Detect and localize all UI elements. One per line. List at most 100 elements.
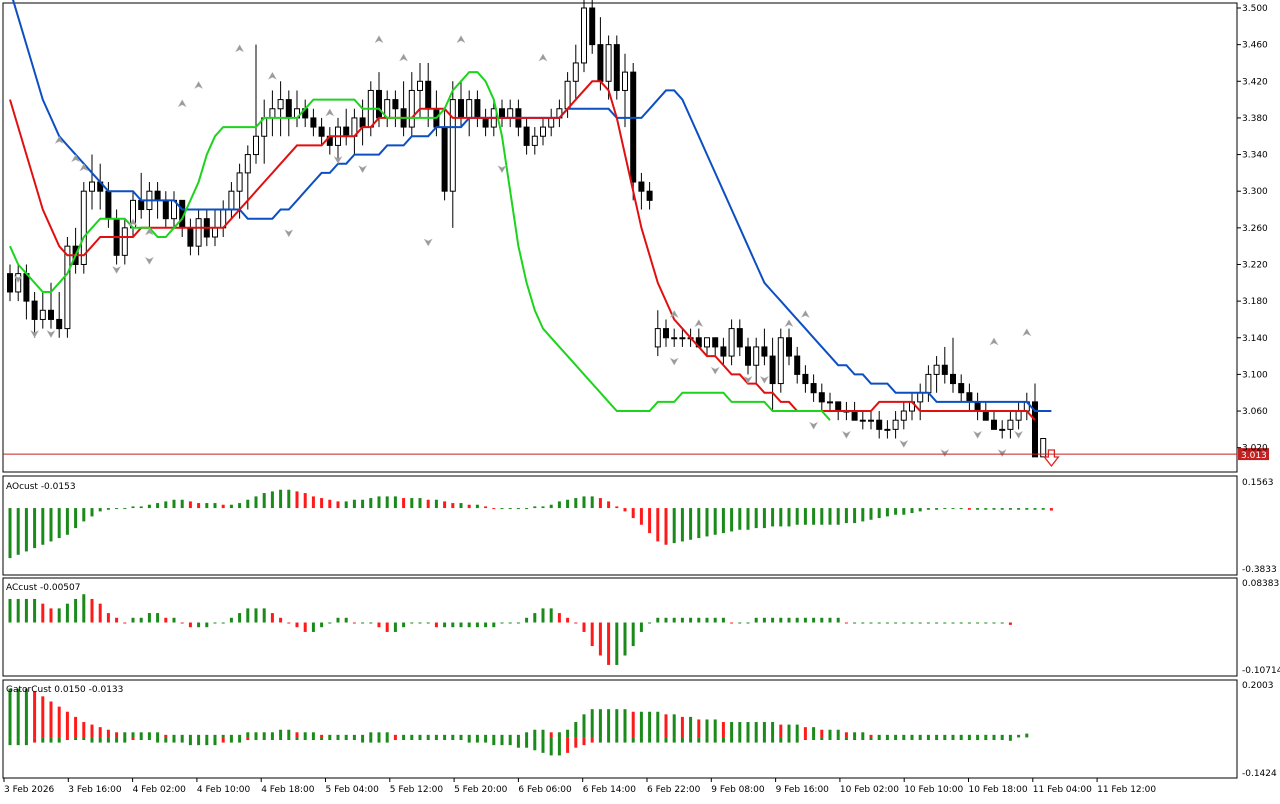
gator-lower-bar <box>828 737 832 741</box>
gator-lower-bar <box>598 737 602 743</box>
gator-lower-bar <box>369 737 373 743</box>
gator-upper-bar <box>115 732 119 738</box>
candle-body <box>597 44 604 82</box>
histogram-bar <box>402 622 406 628</box>
candle-body <box>638 181 645 192</box>
gator-lower-bar <box>65 737 69 741</box>
gator-upper-bar <box>803 727 807 738</box>
candle-body <box>884 428 891 431</box>
histogram-bar <box>287 622 291 624</box>
histogram-bar <box>639 508 643 525</box>
x-tick-label: 10 Feb 10:00 <box>904 785 963 795</box>
candle <box>449 81 456 228</box>
candle <box>244 145 251 210</box>
histogram-bar <box>254 608 258 623</box>
histogram-bar <box>656 508 660 542</box>
histogram-bar <box>238 613 242 623</box>
candle-body <box>810 383 817 394</box>
gator-upper-bar <box>1017 734 1021 738</box>
candle <box>720 337 727 366</box>
histogram-bar <box>656 617 660 623</box>
candle-body <box>359 117 366 128</box>
histogram-bar <box>90 598 94 623</box>
histogram-bar <box>115 508 119 510</box>
histogram-bar <box>41 603 45 623</box>
histogram-bar <box>131 617 135 623</box>
histogram-bar <box>295 622 299 628</box>
gator-upper-bar <box>721 722 725 738</box>
candle-body <box>712 337 719 348</box>
gator-lower-bar <box>361 737 365 743</box>
histogram-bar <box>156 503 160 509</box>
gator-upper-bar <box>557 732 561 738</box>
x-tick-label: 6 Feb 22:00 <box>647 785 701 795</box>
fractal-up-marker <box>374 35 384 44</box>
histogram-bar <box>418 622 422 624</box>
candle <box>679 328 686 347</box>
candle-body <box>458 99 464 119</box>
histogram-bar <box>762 617 766 623</box>
gator-lower-bar <box>566 737 570 753</box>
histogram-bar <box>623 622 627 656</box>
histogram-bar <box>434 499 438 509</box>
gator-lower-bar <box>803 737 807 741</box>
candle <box>39 291 46 329</box>
gator-upper-bar <box>516 734 520 738</box>
candle <box>941 346 948 384</box>
candle <box>728 319 735 366</box>
gator-lower-bar <box>951 737 955 741</box>
gator-lower-bar <box>16 737 20 746</box>
candle-body <box>941 364 948 375</box>
gator-upper-bar <box>344 734 348 738</box>
candle <box>630 62 637 201</box>
gator-upper-bar <box>82 722 86 738</box>
gator-lower-bar <box>549 737 553 756</box>
histogram-bar <box>598 622 602 656</box>
histogram-bar <box>516 622 520 624</box>
candle-body <box>441 126 448 192</box>
histogram-bar <box>680 617 684 623</box>
gator-lower-bar <box>197 737 201 746</box>
histogram-bar <box>147 504 151 509</box>
gator-upper-bar <box>1000 734 1004 738</box>
gator-upper-bar <box>246 732 250 738</box>
histogram-bar <box>869 622 873 624</box>
histogram-bar <box>738 508 742 530</box>
candle <box>859 411 866 430</box>
x-tick-label: 6 Feb 06:00 <box>518 785 572 795</box>
histogram-bar <box>41 508 45 545</box>
candle <box>1007 411 1014 439</box>
histogram-bar <box>549 504 553 509</box>
candle-body <box>892 419 899 430</box>
histogram-bar <box>869 508 873 520</box>
histogram-bar <box>238 503 242 509</box>
candle-body <box>269 108 276 119</box>
histogram-bar <box>574 622 578 624</box>
fractal-up-marker <box>144 227 155 236</box>
candle-body <box>7 273 13 293</box>
gator-upper-bar <box>959 734 963 738</box>
ma-green-line <box>9 71 831 421</box>
histogram-bar <box>49 608 53 623</box>
gator-lower-bar <box>935 737 939 741</box>
fractal-down-marker <box>808 421 819 430</box>
histogram-bar <box>918 622 922 624</box>
fractal-down-marker <box>759 375 770 384</box>
gator-upper-bar <box>812 727 816 738</box>
histogram-bar <box>500 508 504 510</box>
fractal-up-marker <box>669 309 679 319</box>
histogram-bar <box>607 622 611 665</box>
histogram-bar <box>730 622 734 624</box>
histogram-bar <box>221 622 225 624</box>
fractal-down-marker <box>144 256 155 265</box>
histogram-bar <box>803 617 807 623</box>
gator-lower-bar <box>475 737 479 743</box>
gator-upper-bar <box>451 734 455 738</box>
gator-upper-bar <box>828 729 832 738</box>
gator-upper-bar <box>951 734 955 738</box>
histogram-bar <box>918 508 922 512</box>
histogram-bar <box>533 613 537 623</box>
gator-upper-bar <box>361 734 365 738</box>
